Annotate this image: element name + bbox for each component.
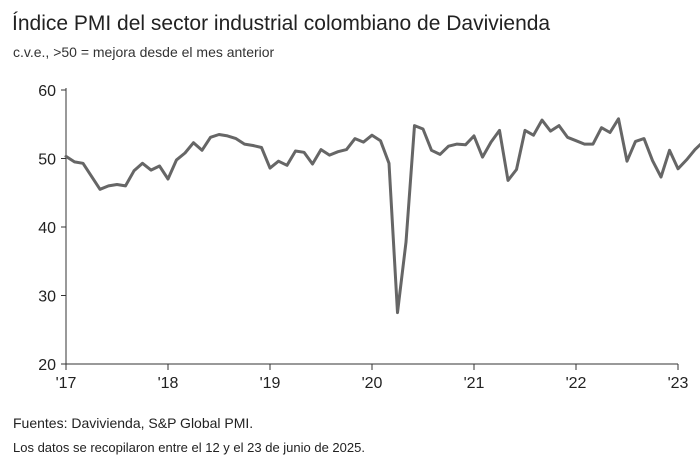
x-tick-label: '19: [260, 375, 281, 392]
series-layer: [64, 117, 700, 315]
note-text: Los datos se recopilaron entre el 12 y e…: [13, 440, 365, 455]
x-tick-label: '18: [158, 375, 179, 392]
series-line: [64, 117, 700, 315]
y-axis: 20 30 40 50 60: [38, 83, 67, 374]
y-tick-label: 50: [38, 152, 56, 169]
x-tick-label: '23: [668, 375, 689, 392]
x-tick-label: '22: [566, 375, 587, 392]
source-text: Fuentes: Davivienda, S&P Global PMI.: [13, 415, 254, 431]
y-tick-label: 30: [38, 289, 56, 306]
x-axis: '17'18'19'20'21'22'23'24'25: [56, 363, 689, 392]
x-tick-label: '17: [56, 375, 77, 392]
chart-title: Índice PMI del sector industrial colombi…: [12, 12, 551, 35]
y-tick-label: 20: [38, 357, 56, 374]
x-tick-label: '20: [362, 375, 383, 392]
x-tick-label: '21: [464, 375, 485, 392]
y-tick-label: 60: [38, 83, 56, 100]
chart-subtitle: c.v.e., >50 = mejora desde el mes anteri…: [13, 44, 275, 60]
y-tick-label: 40: [38, 220, 56, 237]
